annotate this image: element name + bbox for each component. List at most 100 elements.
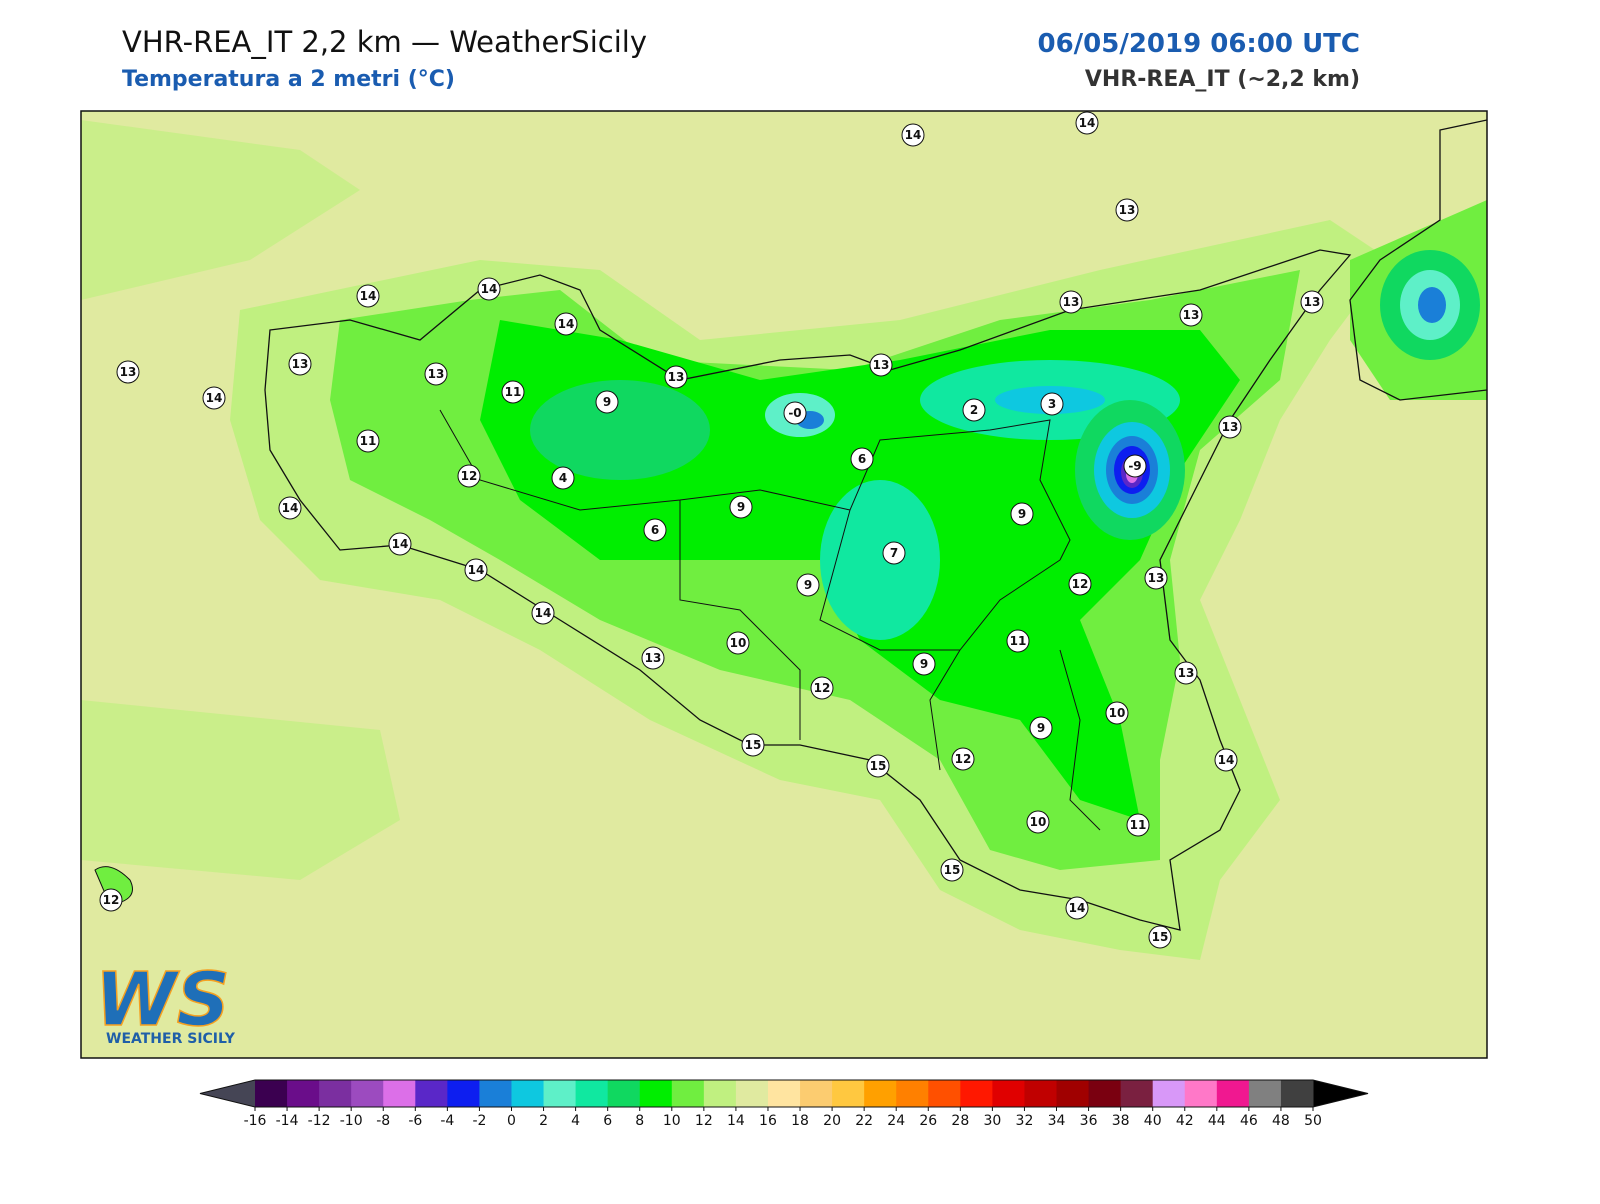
station-marker bbox=[643, 518, 667, 542]
station-label: -9 bbox=[1128, 459, 1141, 473]
station-marker bbox=[1029, 716, 1053, 740]
datetime: 06/05/2019 06:00 UTC bbox=[1037, 29, 1360, 59]
colorbar-tick-label: 2 bbox=[539, 1113, 548, 1129]
colorbar-segment bbox=[639, 1080, 673, 1107]
colorbar-tick-label: 34 bbox=[1048, 1113, 1066, 1129]
station-marker bbox=[1026, 810, 1050, 834]
colorbar-tick-label: 28 bbox=[951, 1113, 969, 1129]
station-marker bbox=[356, 429, 380, 453]
coastline bbox=[1349, 119, 1487, 401]
colorbar-tick-label: -4 bbox=[440, 1113, 454, 1129]
colorbar-tick-label: 42 bbox=[1176, 1113, 1194, 1129]
station-label: 14 bbox=[1218, 753, 1235, 767]
colorbar-tick-label: 22 bbox=[855, 1113, 873, 1129]
colorbar-segment bbox=[832, 1080, 865, 1107]
station-label: 12 bbox=[955, 752, 972, 766]
station-marker bbox=[501, 380, 525, 404]
colorbar-segment bbox=[575, 1080, 609, 1107]
station-label: 14 bbox=[1069, 901, 1086, 915]
station-label: 13 bbox=[428, 367, 445, 381]
colorbar-segment bbox=[864, 1080, 897, 1107]
station-label: 9 bbox=[1037, 721, 1045, 735]
logo: WS WEATHER SICILY bbox=[94, 956, 236, 1047]
station-label: -0 bbox=[788, 406, 801, 420]
colorbar-over bbox=[1313, 1080, 1368, 1107]
colorbar-segment bbox=[1152, 1080, 1186, 1107]
station-marker bbox=[641, 646, 665, 670]
station-label: 9 bbox=[737, 500, 745, 514]
station-label: 15 bbox=[870, 759, 887, 773]
station-label: 9 bbox=[804, 578, 812, 592]
station-marker bbox=[595, 390, 619, 414]
station-marker bbox=[664, 365, 688, 389]
province-border bbox=[439, 409, 1101, 831]
station-marker bbox=[1126, 813, 1150, 837]
station-label: 14 bbox=[481, 282, 498, 296]
colorbar-segment bbox=[800, 1080, 833, 1107]
colorbar-tick-label: 6 bbox=[603, 1113, 612, 1129]
station-marker bbox=[1300, 290, 1324, 314]
station-marker bbox=[882, 541, 906, 565]
station-marker bbox=[356, 284, 380, 308]
colorbar-tick-label: 10 bbox=[663, 1113, 681, 1129]
logo-text: WEATHER SICILY bbox=[106, 1031, 236, 1047]
station-label: 10 bbox=[1030, 815, 1047, 829]
colorbar-segment bbox=[1280, 1080, 1314, 1107]
colorbar-tick-label: -6 bbox=[408, 1113, 422, 1129]
station-marker bbox=[1148, 925, 1172, 949]
colorbar-segment bbox=[479, 1080, 512, 1107]
station-marker bbox=[783, 401, 807, 425]
colorbar-segment bbox=[511, 1080, 545, 1107]
colorbar-tick-label: 32 bbox=[1016, 1113, 1034, 1129]
colorbar-segment bbox=[1184, 1080, 1218, 1107]
station-label: 11 bbox=[1130, 818, 1147, 832]
colorbar-segment bbox=[671, 1080, 705, 1107]
station-marker bbox=[796, 573, 820, 597]
station-label: 15 bbox=[745, 738, 762, 752]
station-label: 13 bbox=[645, 651, 662, 665]
colorbar-segment bbox=[703, 1080, 737, 1107]
station-label: 9 bbox=[920, 657, 928, 671]
station-label: 11 bbox=[1010, 634, 1027, 648]
station-marker bbox=[477, 277, 501, 301]
colorbar-tick-label: -10 bbox=[340, 1113, 363, 1129]
station-marker bbox=[741, 733, 765, 757]
station-marker bbox=[912, 652, 936, 676]
station-marker bbox=[1144, 566, 1168, 590]
station-marker bbox=[531, 601, 555, 625]
station-label: 13 bbox=[873, 358, 890, 372]
station-marker bbox=[1115, 198, 1139, 222]
colorbar-tick-label: -16 bbox=[244, 1113, 267, 1129]
station-label: 13 bbox=[1178, 666, 1195, 680]
station-marker bbox=[1174, 661, 1198, 685]
station-label: 9 bbox=[603, 395, 611, 409]
station-label: 3 bbox=[1048, 397, 1056, 411]
station-marker bbox=[554, 312, 578, 336]
station-marker bbox=[1065, 896, 1089, 920]
colorbar-tick-label: 14 bbox=[727, 1113, 745, 1129]
station-label: 14 bbox=[360, 289, 377, 303]
station-label: 13 bbox=[1063, 295, 1080, 309]
station-marker bbox=[99, 888, 123, 912]
model: VHR-REA_IT (~2,2 km) bbox=[1085, 67, 1360, 92]
station-marker bbox=[729, 495, 753, 519]
colorbar-segment bbox=[255, 1080, 288, 1107]
station-marker bbox=[1123, 454, 1147, 478]
station-marker bbox=[866, 754, 890, 778]
colorbar-tick-label: 30 bbox=[983, 1113, 1001, 1129]
station-marker bbox=[1075, 111, 1099, 135]
field bbox=[1418, 287, 1446, 323]
colorbar-segment bbox=[287, 1080, 320, 1107]
station-label: 11 bbox=[360, 434, 377, 448]
colorbar-segment bbox=[767, 1080, 801, 1107]
colorbar-tick-label: -14 bbox=[276, 1113, 299, 1129]
colorbar-tick-label: 18 bbox=[791, 1113, 809, 1129]
station-marker bbox=[850, 447, 874, 471]
colorbar-segment bbox=[351, 1080, 384, 1107]
station-marker bbox=[962, 398, 986, 422]
colorbar-tick-label: 26 bbox=[919, 1113, 937, 1129]
station-marker bbox=[940, 858, 964, 882]
field bbox=[820, 480, 940, 640]
station-label: 11 bbox=[505, 385, 522, 399]
colorbar-tick-label: 44 bbox=[1208, 1113, 1226, 1129]
